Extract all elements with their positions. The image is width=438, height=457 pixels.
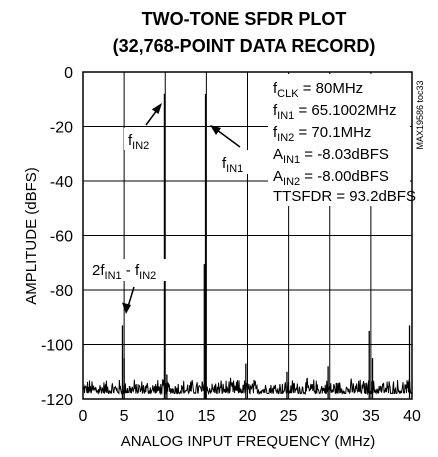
x-tick-label: 20	[239, 408, 257, 425]
x-axis-ticks: 0 5 10 15 20 25 30 35 40	[79, 408, 421, 425]
info-fin1: fIN1 = 65.1002MHz	[273, 102, 396, 122]
y-tick-label: -100	[41, 338, 73, 355]
y-tick-label: -60	[50, 229, 73, 246]
side-label: MAX19586 toc33	[415, 80, 425, 149]
noise-floor-trace	[82, 377, 413, 396]
info-box-background	[268, 74, 410, 206]
plot-frame	[82, 71, 413, 400]
y-tick-label: -40	[50, 174, 73, 191]
fin2-arrow-head	[151, 103, 162, 114]
y-tick-label: 0	[64, 65, 73, 82]
imd-arrow-head	[122, 302, 131, 314]
y-tick-label: -120	[41, 392, 73, 409]
y-tick-label: -20	[50, 120, 73, 137]
x-tick-label: 30	[321, 408, 339, 425]
spectrum-trace	[82, 93, 413, 399]
y-tick-label: -80	[50, 283, 73, 300]
y-axis-label: AMPLITUDE (dBFS)	[23, 167, 40, 305]
imd-label-background	[88, 259, 182, 281]
info-fclk: fCLK = 80MHz	[273, 80, 363, 100]
x-tick-label: 5	[120, 408, 129, 425]
x-tick-label: 25	[280, 408, 298, 425]
fin1-annotation-label: fIN1	[222, 155, 243, 175]
x-axis-label: ANALOG INPUT FREQUENCY (MHz)	[121, 433, 375, 450]
fin1-arrow-head	[210, 125, 221, 135]
info-ain2: AIN2 = -8.00dBFS	[273, 168, 389, 188]
fin1-label-background	[218, 150, 254, 174]
x-tick-label: 10	[156, 408, 174, 425]
info-ain1: AIN1 = -8.03dBFS	[273, 146, 389, 166]
x-tick-label: 0	[79, 408, 88, 425]
info-ttsfdr: TTSFDR = 93.2dBFS	[273, 188, 416, 205]
y-axis-ticks: 0 -20 -40 -60 -80 -100 -120	[41, 65, 73, 409]
fin2-annotation-label: fIN2	[128, 132, 149, 152]
info-fin2: fIN2 = 70.1MHz	[273, 124, 371, 144]
x-tick-label: 15	[197, 408, 215, 425]
x-tick-label: 40	[403, 408, 421, 425]
imd-annotation-label: 2fIN1 - fIN2	[92, 262, 156, 282]
fin2-label-background	[124, 128, 160, 150]
chart-title-line2: (32,768-POINT DATA RECORD)	[113, 36, 376, 56]
chart-title-line1: TWO-TONE SFDR PLOT	[142, 9, 347, 29]
x-tick-label: 35	[362, 408, 380, 425]
